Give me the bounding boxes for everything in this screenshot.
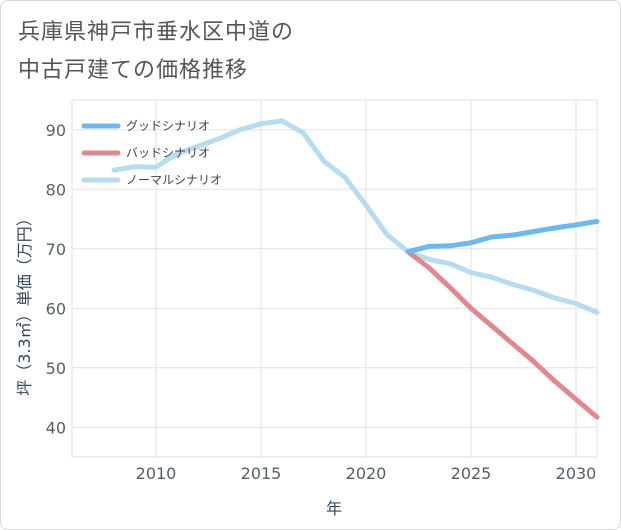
y-tick-label: 50 [46, 359, 66, 378]
grid [72, 100, 597, 457]
y-tick-label: 60 [46, 299, 66, 318]
plot-area [71, 99, 598, 458]
y-tick-label: 90 [46, 121, 66, 140]
y-axis-label: 坪（3.3㎡）単価（万円） [15, 210, 34, 395]
y-tick-labels: 40 50 60 70 80 90 [46, 121, 66, 438]
legend-label-1: バッドシナリオ [126, 146, 210, 160]
x-tick-label: 2015 [241, 464, 282, 483]
y-tick-label: 80 [46, 180, 66, 199]
series-line-1 [405, 249, 600, 420]
x-tick-label: 2025 [451, 464, 492, 483]
x-tick-labels: 2010 2015 2020 2025 2030 [136, 464, 597, 483]
legend-label-2: ノーマルシナリオ [126, 173, 222, 187]
page-title: 兵庫県神戸市垂水区中道の 中古戸建ての価格推移 [18, 20, 295, 83]
y-tick-label: 40 [46, 418, 66, 437]
legend-label-0: グッドシナリオ [126, 119, 210, 133]
x-tick-label: 2020 [346, 464, 387, 483]
x-tick-label: 2030 [556, 464, 597, 483]
series-lines [111, 118, 600, 420]
x-axis-label: 年 [326, 499, 342, 518]
series-line-2 [111, 118, 600, 315]
y-tick-label: 70 [46, 240, 66, 259]
series-line-0 [405, 218, 600, 255]
x-tick-label: 2010 [136, 464, 177, 483]
